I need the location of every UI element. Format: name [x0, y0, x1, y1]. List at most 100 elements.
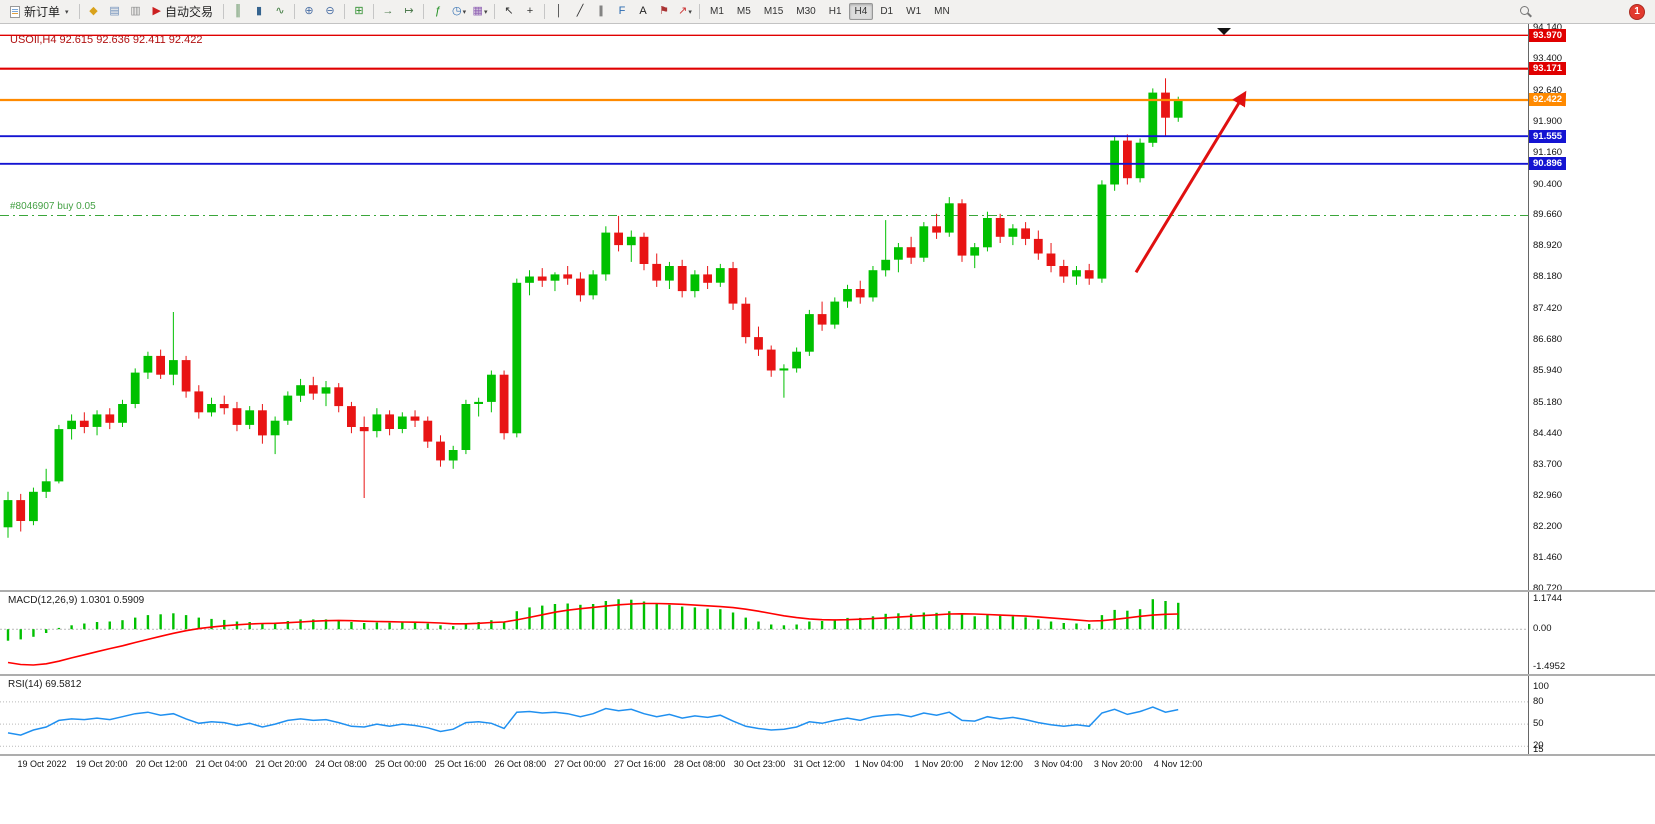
- bar-chart-button[interactable]: ║: [228, 2, 248, 22]
- navigator-button[interactable]: ▥: [126, 2, 146, 22]
- auto-trading-button[interactable]: ▶ 自动交易: [147, 2, 219, 22]
- candlestick-icon: ▮: [255, 5, 263, 17]
- crosshair-icon: +: [526, 5, 534, 17]
- dropdown-caret-icon: ▾: [462, 8, 467, 16]
- data-window-button[interactable]: ▤: [105, 2, 125, 22]
- macd-panel: MACD(12,26,9) 1.0301 0.5909: [0, 592, 1528, 674]
- macd-scale-label: -1.4952: [1533, 661, 1566, 673]
- indicators-icon: ƒ: [434, 5, 442, 17]
- price-chart[interactable]: [0, 24, 1528, 590]
- timeframe-button-h4[interactable]: H4: [848, 3, 874, 20]
- price-scale-label: 89.660: [1533, 209, 1563, 221]
- line-chart-button[interactable]: ∿: [270, 2, 290, 22]
- price-scale-label: 85.940: [1533, 364, 1563, 376]
- chart-shift-button[interactable]: ↦: [399, 2, 419, 22]
- price-scale-label: 85.180: [1533, 396, 1563, 408]
- search-button[interactable]: [1515, 2, 1535, 22]
- price-scale-label: 80.720: [1533, 583, 1563, 595]
- timeframe-button-m30[interactable]: M30: [796, 6, 816, 17]
- timeframe-button-m15[interactable]: M15: [763, 6, 784, 17]
- timeframe-button-d1[interactable]: D1: [880, 6, 894, 17]
- price-scale[interactable]: 94.140 93.400 92.640 91.900 91.160 90.400 89.6…: [1528, 22, 1655, 756]
- macd-chart[interactable]: [0, 592, 1528, 674]
- fibonacci-icon: F: [618, 5, 626, 17]
- timeframe-button-w1[interactable]: W1: [906, 6, 922, 17]
- arrows-button[interactable]: ↗ ▾: [675, 2, 695, 22]
- toolbar-separator: [294, 4, 296, 19]
- cursor-icon: ↖: [504, 5, 514, 17]
- time-label: 30 Oct 23:00: [733, 759, 786, 769]
- candlesticks: [3, 78, 1183, 538]
- bar-chart-icon: ║: [234, 5, 242, 17]
- time-label: 24 Oct 08:00: [315, 759, 367, 769]
- new-order-button[interactable]: 新订单 ▾: [4, 2, 75, 22]
- fibonacci-button[interactable]: F: [612, 2, 632, 22]
- chart-shift-marker-icon[interactable]: [1217, 28, 1231, 35]
- time-label: 3 Nov 20:00: [1093, 759, 1143, 769]
- price-scale-label: 93.400: [1533, 53, 1563, 65]
- price-scale-label: 86.680: [1533, 334, 1563, 346]
- position-label: #8046907 buy 0.05: [10, 201, 96, 213]
- vertical-line-icon: │: [555, 5, 563, 17]
- market-watch-button[interactable]: ◆: [84, 2, 104, 22]
- line-chart-icon: ∿: [275, 5, 285, 17]
- dropdown-caret-icon: ▾: [688, 8, 692, 16]
- time-label: 31 Oct 12:00: [793, 759, 846, 769]
- trendline-button[interactable]: ╱: [570, 2, 590, 22]
- periods-button[interactable]: ◷ ▾: [449, 2, 469, 22]
- text-button[interactable]: A: [633, 2, 653, 22]
- candlest ick-chart-button[interactable]: ▮: [249, 2, 269, 22]
- crosshair-button[interactable]: +: [520, 2, 540, 22]
- rsi-scale-label: 50: [1533, 718, 1544, 730]
- cursor-button[interactable]: ↖: [499, 2, 519, 22]
- toolbar: 新订单 ▾ ◆ ▤ ▥ ▶ 自动交易 ║ ▮ ∿ ⊕ ⊖ ⊞ → ↦ ƒ ◷ ▾ ▦ ▾ ↖ + │ ╱ ∥ F A ⚑ ↗ ▾ M1 M5 M…: [0, 0, 1655, 24]
- price-tag: 91.555: [1529, 129, 1567, 143]
- notification-badge[interactable]: 1: [1629, 3, 1645, 20]
- zoom-in-button[interactable]: ⊕: [299, 2, 319, 22]
- time-label: 28 Oct 08:00: [673, 759, 726, 769]
- price-chart-panel: USOIl,H4 92.615 92.636 92.411 92.422 #80…: [0, 24, 1528, 590]
- timeframe-button-m5[interactable]: M5: [736, 6, 751, 17]
- price-scale-label: 91.900: [1533, 115, 1563, 127]
- time-axis[interactable]: 19 Oct 2022 19 Oct 20:00 20 Oct 12:00 21 Oc…: [0, 756, 1528, 776]
- time-label: 27 Oct 16:00: [614, 759, 666, 769]
- price-tag: 93.970: [1529, 28, 1567, 42]
- zoom-out-icon: ⊖: [325, 5, 335, 17]
- time-label: 1 Nov 20:00: [914, 759, 964, 769]
- rsi-chart[interactable]: [0, 676, 1528, 754]
- panel-separator[interactable]: [0, 590, 1655, 592]
- channel-button[interactable]: ∥: [591, 2, 611, 22]
- chart-title: USOIl,H4 92.615 92.636 92.411 92.422: [10, 34, 203, 46]
- indicators-button[interactable]: ƒ: [428, 2, 448, 22]
- auto-scroll-button[interactable]: →: [378, 2, 398, 22]
- time-label: 4 Nov 12:00: [1153, 759, 1203, 769]
- label-button[interactable]: ⚑: [654, 2, 674, 22]
- auto-scroll-icon: →: [382, 5, 394, 17]
- price-scale-label: 83.700: [1533, 458, 1563, 470]
- templates-icon: ▦: [472, 5, 483, 17]
- price-scale-label: 81.460: [1533, 552, 1563, 564]
- time-label: 1 Nov 04:00: [854, 759, 904, 769]
- rsi-scale-label: 20: [1533, 740, 1544, 752]
- trend-arrow[interactable]: [1134, 90, 1247, 274]
- panel-separator[interactable]: [0, 674, 1655, 676]
- templates-button[interactable]: ▦ ▾: [470, 2, 490, 22]
- rsi-label: RSI(14) 69.5812: [8, 679, 82, 690]
- arrow-shapes-icon: ↗: [678, 5, 688, 17]
- price-scale-label: 90.400: [1533, 178, 1563, 190]
- timeframe-button-m1[interactable]: M1: [710, 6, 724, 17]
- time-label: 20 Oct 12:00: [135, 759, 188, 769]
- zoom-out-button[interactable]: ⊖: [320, 2, 340, 22]
- time-label: 25 Oct 00:00: [374, 759, 427, 769]
- macd-scale-label: 1.1744: [1533, 593, 1563, 605]
- vertical-line-button[interactable]: │: [549, 2, 569, 22]
- timeframe-button-h1[interactable]: H1: [828, 6, 842, 17]
- price-scale-label: 82.200: [1533, 521, 1563, 533]
- price-scale-label: 88.180: [1533, 271, 1563, 283]
- toolbar-separator: [223, 4, 225, 19]
- tile-windows-button[interactable]: ⊞: [349, 2, 369, 22]
- navigator-icon: ▥: [130, 5, 141, 17]
- macd-label: MACD(12,26,9) 1.0301 0.5909: [8, 595, 145, 606]
- rsi-scale-label: 15: [1533, 743, 1544, 755]
- timeframe-button-mn[interactable]: MN: [934, 6, 950, 17]
